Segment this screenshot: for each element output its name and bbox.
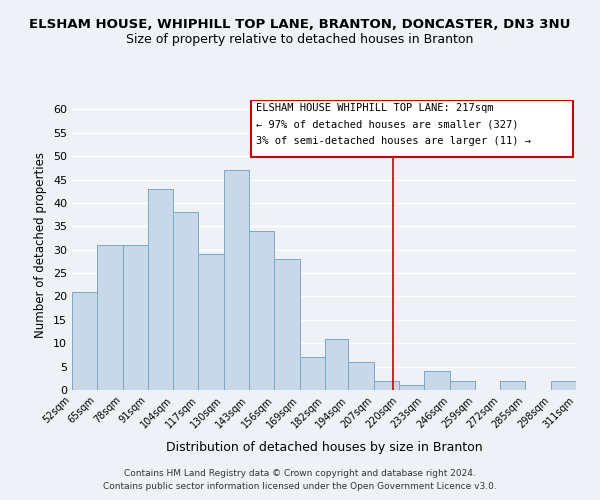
- Text: Size of property relative to detached houses in Branton: Size of property relative to detached ho…: [127, 34, 473, 46]
- Bar: [374, 380, 399, 390]
- Bar: [424, 372, 449, 390]
- FancyBboxPatch shape: [251, 100, 574, 156]
- Text: ELSHAM HOUSE WHIPHILL TOP LANE: 217sqm: ELSHAM HOUSE WHIPHILL TOP LANE: 217sqm: [256, 104, 493, 114]
- Bar: [551, 380, 576, 390]
- Text: ← 97% of detached houses are smaller (327): ← 97% of detached houses are smaller (32…: [256, 120, 518, 130]
- Bar: [249, 231, 274, 390]
- Bar: [72, 292, 97, 390]
- Bar: [299, 358, 325, 390]
- Bar: [500, 380, 526, 390]
- Bar: [173, 212, 199, 390]
- Text: Contains HM Land Registry data © Crown copyright and database right 2024.: Contains HM Land Registry data © Crown c…: [124, 469, 476, 478]
- X-axis label: Distribution of detached houses by size in Branton: Distribution of detached houses by size …: [166, 441, 482, 454]
- Bar: [122, 245, 148, 390]
- Bar: [274, 259, 299, 390]
- Bar: [199, 254, 224, 390]
- Bar: [399, 386, 424, 390]
- Text: 3% of semi-detached houses are larger (11) →: 3% of semi-detached houses are larger (1…: [256, 136, 531, 146]
- Bar: [97, 245, 122, 390]
- Y-axis label: Number of detached properties: Number of detached properties: [34, 152, 47, 338]
- Text: Contains public sector information licensed under the Open Government Licence v3: Contains public sector information licen…: [103, 482, 497, 491]
- Bar: [148, 189, 173, 390]
- Bar: [224, 170, 249, 390]
- Bar: [325, 338, 349, 390]
- Bar: [449, 380, 475, 390]
- Bar: [349, 362, 374, 390]
- Text: ELSHAM HOUSE, WHIPHILL TOP LANE, BRANTON, DONCASTER, DN3 3NU: ELSHAM HOUSE, WHIPHILL TOP LANE, BRANTON…: [29, 18, 571, 30]
